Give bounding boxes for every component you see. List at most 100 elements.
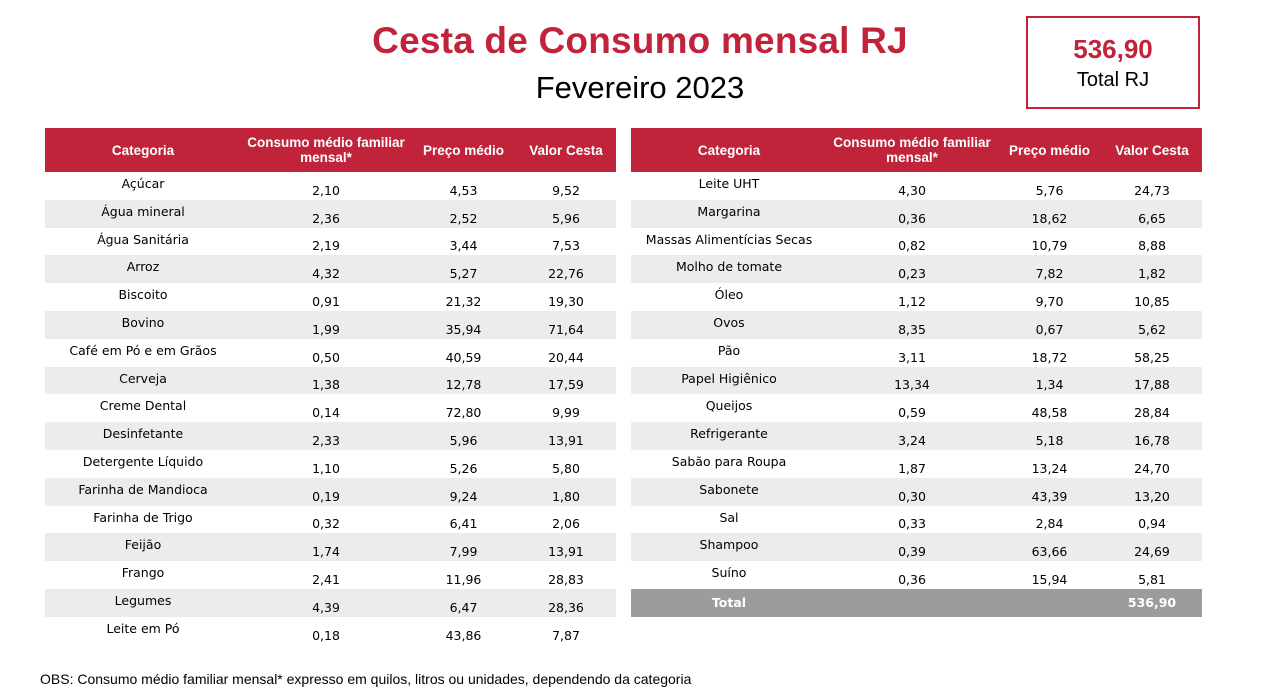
cell-consumo: 0,19 [241, 477, 411, 506]
cell-preco: 13,24 [1031, 460, 1068, 476]
cell-consumo: 0,91 [312, 293, 340, 309]
cell-categoria: Farinha de Mandioca [45, 477, 241, 506]
cell-preco: 1,34 [997, 366, 1102, 395]
cell-preco: 9,24 [411, 477, 516, 506]
category-label: Feijão [124, 537, 162, 553]
cell-valor: 71,64 [516, 310, 616, 339]
table-row: Shampoo 0,39 63,66 24,69 [631, 533, 1202, 562]
total-row: Total 536,90 [631, 588, 1202, 617]
total-empty-cell [827, 588, 997, 617]
cell-preco: 10,79 [1031, 238, 1068, 254]
cell-consumo: 0,23 [827, 255, 997, 284]
total-value: 536,90 [1102, 588, 1202, 617]
cell-preco: 35,94 [411, 310, 516, 339]
cell-preco: 21,32 [445, 293, 482, 309]
table-header-row: Categoria Consumo médio familiar mensal*… [45, 128, 616, 172]
cell-consumo: 0,36 [898, 571, 926, 587]
table-row: Suíno 0,36 15,94 5,81 [631, 561, 1202, 589]
table-row: Molho de tomate 0,23 7,82 1,82 [631, 255, 1202, 284]
table-row: Queijos 0,59 48,58 28,84 [631, 394, 1202, 422]
cell-consumo: 1,74 [241, 533, 411, 562]
category-label: Refrigerante [690, 426, 768, 442]
total-empty-cell [997, 588, 1102, 617]
cell-consumo: 1,12 [898, 293, 926, 309]
category-label: Papel Higiênico [681, 370, 777, 386]
header-valor: Valor Cesta [516, 128, 616, 172]
cell-valor: 24,69 [1102, 533, 1202, 562]
category-label: Massas Alimentícias Secas [645, 231, 813, 247]
table-row: Detergente Líquido 1,10 5,26 5,80 [45, 450, 616, 478]
cell-valor: 7,87 [552, 627, 580, 643]
cell-categoria: Detergente Líquido [45, 450, 241, 478]
category-label: Água Sanitária [97, 231, 189, 247]
category-label: Detergente Líquido [82, 453, 204, 469]
cell-consumo: 1,38 [241, 366, 411, 395]
table-row: Sabão para Roupa 1,87 13,24 24,70 [631, 450, 1202, 478]
category-label: Suíno [711, 565, 747, 581]
cell-preco: 6,41 [449, 516, 478, 532]
category-label: Água mineral [101, 203, 185, 219]
cell-preco: 0,67 [997, 310, 1102, 339]
cell-preco: 5,18 [997, 422, 1102, 450]
cell-categoria: Bovino [45, 310, 241, 339]
category-label: Queijos [705, 398, 753, 414]
header-categoria: Categoria [45, 128, 241, 172]
header-preco: Preço médio [411, 128, 516, 172]
cell-categoria: Açúcar [45, 172, 241, 200]
cell-preco: 5,76 [1035, 182, 1064, 198]
cell-preco: 7,82 [997, 255, 1102, 284]
cell-preco: 63,66 [997, 533, 1102, 562]
cell-consumo: 0,30 [827, 477, 997, 506]
cell-valor: 24,73 [1134, 182, 1170, 198]
cell-categoria: Arroz [45, 255, 241, 284]
cell-categoria: Leite UHT [631, 172, 827, 200]
cell-consumo: 1,87 [898, 460, 926, 476]
category-label: Shampoo [699, 537, 759, 553]
cell-preco: 5,27 [411, 255, 516, 284]
cell-categoria: Margarina [631, 199, 827, 228]
table-row: Cerveja 1,38 12,78 17,59 [45, 366, 616, 395]
cell-valor: 2,06 [552, 516, 580, 532]
category-label: Sabão para Roupa [671, 453, 787, 469]
cell-consumo: 1,10 [312, 460, 340, 476]
cell-categoria: Feijão [45, 533, 241, 562]
cell-consumo: 0,50 [312, 349, 340, 365]
table-header-row: Categoria Consumo médio familiar mensal*… [631, 128, 1202, 172]
cell-categoria: Suíno [631, 561, 827, 589]
cell-preco: 40,59 [445, 349, 482, 365]
category-label: Arroz [126, 259, 160, 275]
cell-preco: 11,96 [445, 571, 482, 587]
cell-categoria: Cerveja [45, 366, 241, 395]
category-label: Farinha de Mandioca [78, 481, 208, 497]
cell-valor: 28,36 [516, 588, 616, 617]
cell-preco: 43,39 [997, 477, 1102, 506]
total-rj-box: 536,90 Total RJ [1026, 16, 1200, 109]
table-row: Água mineral 2,36 2,52 5,96 [45, 199, 616, 228]
category-label: Óleo [714, 287, 744, 303]
cell-valor: 5,81 [1138, 571, 1166, 587]
table-row: Pão 3,11 18,72 58,25 [631, 339, 1202, 367]
table-row: Papel Higiênico 13,34 1,34 17,88 [631, 366, 1202, 395]
table-row: Massas Alimentícias Secas 0,82 10,79 8,88 [631, 228, 1202, 256]
cell-consumo: 2,19 [312, 238, 340, 254]
page-title: Cesta de Consumo mensal RJ [372, 20, 908, 61]
cell-preco: 15,94 [1031, 571, 1068, 587]
cell-valor: 7,53 [552, 238, 580, 254]
cell-preco: 7,99 [411, 533, 516, 562]
right-basket-table: Categoria Consumo médio familiar mensal*… [631, 128, 1202, 617]
footnote: OBS: Consumo médio familiar mensal* expr… [40, 671, 692, 687]
category-label: Frango [121, 565, 165, 581]
cell-valor: 1,80 [516, 477, 616, 506]
table-row: Farinha de Mandioca 0,19 9,24 1,80 [45, 477, 616, 506]
cell-categoria: Frango [45, 561, 241, 589]
cell-valor: 10,85 [1134, 293, 1170, 309]
cell-preco: 18,62 [997, 199, 1102, 228]
cell-preco: 48,58 [1031, 405, 1068, 421]
cell-consumo: 8,35 [827, 310, 997, 339]
cell-valor: 0,94 [1138, 516, 1166, 532]
cell-preco: 72,80 [445, 405, 482, 421]
category-label: Açúcar [121, 176, 165, 191]
total-rj-label: Total RJ [1076, 69, 1150, 91]
table-row: Água Sanitária 2,19 3,44 7,53 [45, 228, 616, 256]
cell-categoria: Shampoo [631, 533, 827, 562]
